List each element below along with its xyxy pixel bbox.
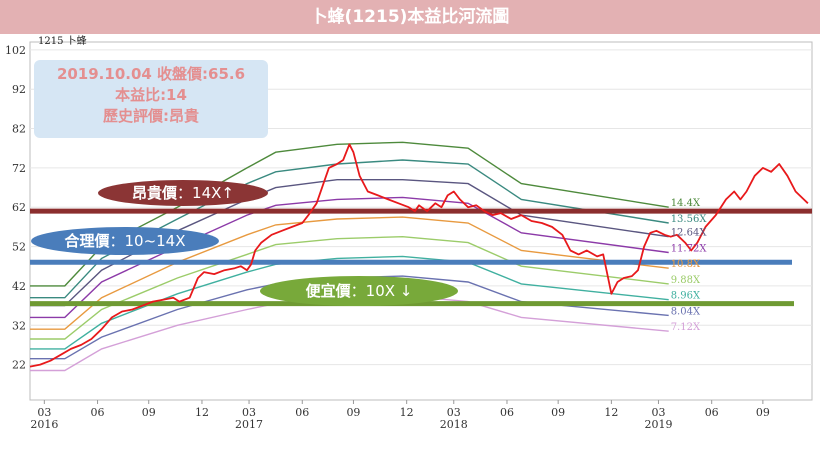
plot-frame — [29, 41, 813, 401]
x-tick-year: 2016 — [30, 418, 58, 431]
band-labels-group: 14.4X 13.56X 12.64X 11.72X 10.8X 9.88X 8.96X 8.… — [671, 198, 708, 333]
y-tick-label: 42 — [12, 280, 26, 293]
band-line-13.56X — [30, 159, 669, 299]
expensive-oval: 昂貴價：14X↑ — [98, 180, 268, 206]
band-label-10.8X: 10.8X — [671, 259, 701, 270]
band-label-9.88X: 9.88X — [671, 275, 701, 286]
stock-label: 1215 卜蜂 — [38, 34, 87, 47]
y-tick-label: 92 — [12, 83, 26, 96]
band-label-11.72X: 11.72X — [671, 243, 708, 254]
x-tick-month: 03 — [447, 406, 461, 419]
x-tick-month: 03 — [651, 406, 665, 419]
x-tick-year: 2019 — [644, 418, 672, 431]
y-tick-label: 82 — [12, 123, 26, 136]
x-tick-year: 2018 — [440, 418, 468, 431]
cheap-name: 便宜價 — [305, 282, 351, 300]
fair-name: 合理價 — [64, 232, 110, 250]
x-tick-month: 09 — [346, 406, 360, 419]
x-tick-month: 12 — [195, 406, 209, 419]
y-tick-label: 102 — [5, 44, 26, 57]
price-line-group — [29, 143, 809, 368]
info-box: 2019.10.04 收盤價:65.6 本益比:14 歷史評價:昂貴 — [34, 60, 268, 138]
x-tick-month: 09 — [142, 406, 156, 419]
info-line-valuation: 歷史評價:昂貴 — [103, 107, 199, 125]
band-line-14.4X — [30, 141, 669, 287]
info-line-date-price: 2019.10.04 收盤價:65.6 — [56, 65, 246, 83]
y-tick-label: 32 — [12, 319, 26, 332]
x-tick-month: 09 — [551, 406, 565, 419]
x-tick-month: 12 — [604, 406, 618, 419]
band-lines-group — [30, 141, 669, 372]
y-tick-label: 62 — [12, 201, 26, 214]
x-tick-month: 09 — [756, 406, 770, 419]
band-label-14.4X: 14.4X — [671, 198, 701, 209]
band-label-7.12X: 7.12X — [671, 322, 701, 333]
band-label-8.04X: 8.04X — [671, 306, 701, 317]
price-line — [29, 143, 809, 368]
y-tick-label: 22 — [12, 359, 26, 372]
fair-range: ：10~14X — [109, 232, 186, 250]
y-tick-label: 52 — [12, 241, 26, 254]
expensive-range: ：14X↑ — [177, 184, 234, 202]
cheap-range: ：10X ↓ — [350, 282, 413, 300]
x-tick-month: 03 — [37, 406, 51, 419]
band-label-8.96X: 8.96X — [671, 291, 701, 302]
x-tick-month: 06 — [91, 406, 105, 419]
band-line-9.88X — [30, 235, 669, 340]
x-tick-month: 12 — [400, 406, 414, 419]
x-tick-month: 06 — [705, 406, 719, 419]
info-line-pe: 本益比:14 — [115, 86, 187, 104]
x-tick-month: 06 — [295, 406, 309, 419]
x-tick-year: 2017 — [235, 418, 263, 431]
cheap-oval: 便宜價：10X ↓ — [260, 276, 458, 306]
chart-title-banner: 卜蜂(1215)本益比河流圖 — [0, 0, 820, 34]
band-label-13.56X: 13.56X — [671, 214, 708, 225]
x-tick-month: 06 — [500, 406, 514, 419]
band-label-12.64X: 12.64X — [671, 228, 708, 239]
expensive-name: 昂貴價 — [132, 184, 178, 202]
y-tick-label: 72 — [12, 162, 26, 175]
band-line-12.64X — [30, 178, 669, 307]
band-line-10.8X — [30, 216, 669, 330]
fair-oval: 合理價：10~14X — [31, 227, 219, 255]
x-tick-month: 03 — [242, 406, 256, 419]
